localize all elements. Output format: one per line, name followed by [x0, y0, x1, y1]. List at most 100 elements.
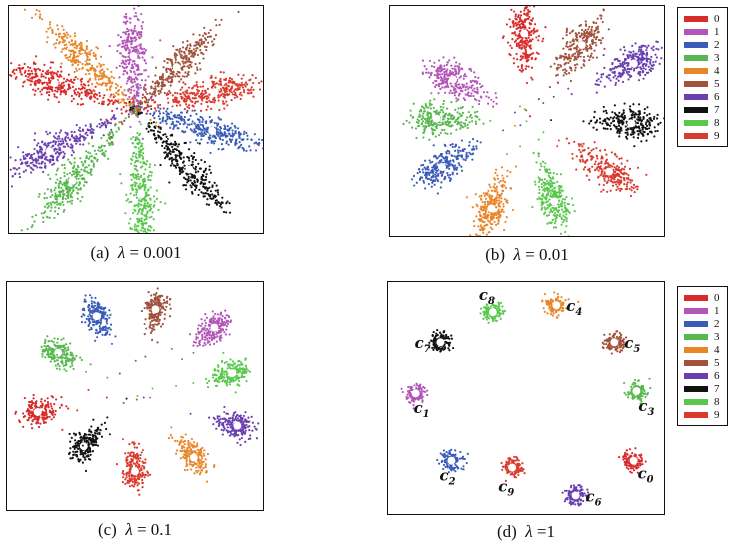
point: [42, 220, 45, 224]
point: [533, 23, 537, 26]
point: [460, 107, 463, 110]
point: [453, 121, 457, 124]
point: [54, 132, 58, 135]
point: [86, 63, 89, 66]
point: [136, 52, 139, 55]
scatter-plot-a: [9, 6, 263, 233]
point: [143, 177, 146, 180]
point: [87, 151, 90, 154]
point: [455, 61, 458, 64]
point: [464, 75, 468, 78]
point: [235, 94, 238, 97]
point: [65, 178, 68, 182]
point: [205, 120, 208, 123]
point: [529, 19, 533, 22]
point: [56, 203, 59, 206]
point: [122, 61, 125, 64]
point: [143, 107, 146, 110]
point: [137, 147, 140, 150]
point: [35, 161, 38, 164]
point: [167, 67, 170, 71]
point: [248, 79, 251, 82]
point: [73, 130, 76, 134]
point: [582, 55, 586, 59]
point: [213, 181, 216, 184]
point: [195, 47, 198, 50]
point: [122, 42, 125, 45]
point: [88, 78, 92, 81]
point: [73, 173, 76, 176]
point: [27, 164, 31, 167]
point: [436, 68, 439, 71]
point: [189, 60, 192, 63]
point: [103, 121, 107, 124]
point: [448, 167, 451, 170]
scatter-plot-b: [402, 6, 664, 236]
point: [178, 47, 182, 51]
point: [147, 130, 150, 133]
point: [14, 77, 17, 80]
point: [55, 42, 58, 45]
point: [454, 108, 457, 111]
point: [89, 129, 92, 132]
point: [153, 82, 157, 85]
point: [135, 196, 138, 199]
point: [109, 122, 112, 125]
point: [79, 187, 82, 190]
point: [473, 111, 477, 114]
point: [45, 86, 48, 90]
point: [595, 21, 598, 25]
point: [67, 158, 70, 161]
outlier-point: [98, 102, 101, 105]
point: [138, 52, 141, 55]
point: [167, 101, 170, 104]
point: [505, 216, 508, 219]
point: [203, 32, 206, 35]
point: [69, 86, 72, 90]
point: [461, 83, 464, 86]
point: [211, 100, 214, 103]
point: [128, 17, 131, 20]
point: [581, 37, 584, 40]
point: [252, 95, 255, 98]
point: [506, 41, 510, 44]
point: [412, 174, 416, 178]
point: [567, 53, 571, 56]
point: [488, 221, 491, 224]
point: [110, 141, 113, 144]
point: [442, 156, 445, 159]
point: [241, 83, 244, 86]
point: [106, 103, 110, 106]
point: [107, 157, 110, 160]
point: [497, 218, 500, 221]
point: [97, 83, 100, 86]
point: [49, 61, 53, 64]
point: [76, 191, 79, 195]
point: [438, 67, 441, 70]
point: [70, 173, 74, 177]
point: [148, 216, 151, 219]
point: [462, 158, 465, 161]
point: [129, 173, 133, 177]
point: [524, 67, 527, 70]
point: [76, 140, 79, 143]
point: [100, 102, 103, 105]
point: [52, 155, 55, 158]
point: [516, 15, 520, 19]
point: [54, 181, 58, 184]
point: [213, 121, 216, 125]
point: [409, 114, 412, 117]
cluster-b-class-4: [465, 165, 518, 236]
point: [152, 218, 155, 221]
point: [57, 88, 60, 91]
point: [103, 94, 106, 97]
point: [453, 68, 456, 71]
point: [456, 98, 460, 101]
point: [198, 142, 201, 145]
point: [217, 83, 220, 86]
point: [61, 38, 65, 41]
point: [471, 206, 474, 209]
point: [183, 120, 186, 123]
point: [110, 93, 113, 96]
point: [218, 201, 221, 205]
